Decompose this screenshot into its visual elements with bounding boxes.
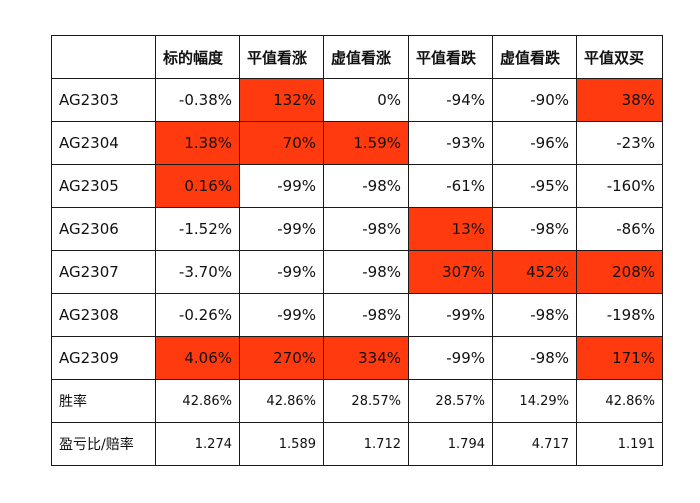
stat-name: 盈亏比/赔率 [51, 422, 156, 466]
table-cell: -99% [408, 336, 493, 380]
table-cell: 171% [576, 336, 663, 380]
stat-cell: 4.717 [492, 422, 577, 466]
table-cell: -160% [576, 164, 663, 208]
table-cell: -98% [323, 164, 409, 208]
table-row: AG2305 0.16% -99% -98% -61% -95% -160% [51, 164, 663, 208]
table-cell: 132% [239, 78, 324, 122]
table-cell: 0% [323, 78, 409, 122]
header-underlying-change: 标的幅度 [155, 35, 240, 79]
stat-cell: 28.57% [408, 379, 493, 423]
contract-name: AG2305 [51, 164, 156, 208]
stat-row: 胜率 42.86% 42.86% 28.57% 28.57% 14.29% 42.86% [51, 379, 663, 423]
contract-name: AG2303 [51, 78, 156, 122]
table-cell: 70% [239, 121, 324, 165]
contract-name: AG2306 [51, 207, 156, 251]
stat-row: 盈亏比/赔率 1.274 1.589 1.712 1.794 4.717 1.191 [51, 422, 663, 466]
table-cell: 1.59% [323, 121, 409, 165]
table-cell: -93% [408, 121, 493, 165]
table-cell: 1.38% [155, 121, 240, 165]
table-cell: -1.52% [155, 207, 240, 251]
table-cell: -0.38% [155, 78, 240, 122]
table-cell: -94% [408, 78, 493, 122]
table-cell: 270% [239, 336, 324, 380]
table-cell: 13% [408, 207, 493, 251]
stat-cell: 42.86% [155, 379, 240, 423]
table-cell: -98% [323, 250, 409, 294]
table-cell: 4.06% [155, 336, 240, 380]
header-otm-call: 虚值看涨 [323, 35, 409, 79]
stat-cell: 1.712 [323, 422, 409, 466]
header-corner [51, 35, 156, 79]
table-cell: -99% [408, 293, 493, 337]
table-cell: 208% [576, 250, 663, 294]
header-atm-call: 平值看涨 [239, 35, 324, 79]
table-cell: -23% [576, 121, 663, 165]
table-cell: -98% [492, 336, 577, 380]
contract-name: AG2304 [51, 121, 156, 165]
options-return-table: 标的幅度 平值看涨 虚值看涨 平值看跌 虚值看跌 平值双买 AG2303 -0.3… [51, 35, 663, 466]
table-cell: 452% [492, 250, 577, 294]
header-otm-put: 虚值看跌 [492, 35, 577, 79]
stat-cell: 28.57% [323, 379, 409, 423]
table-cell: -95% [492, 164, 577, 208]
stat-cell: 14.29% [492, 379, 577, 423]
stat-cell: 42.86% [576, 379, 663, 423]
table-row: AG2309 4.06% 270% 334% -99% -98% 171% [51, 336, 663, 380]
table-cell: -0.26% [155, 293, 240, 337]
table-row: AG2307 -3.70% -99% -98% 307% 452% 208% [51, 250, 663, 294]
contract-name: AG2308 [51, 293, 156, 337]
stat-name: 胜率 [51, 379, 156, 423]
table-cell: -98% [492, 293, 577, 337]
table-cell: 38% [576, 78, 663, 122]
stat-cell: 1.589 [239, 422, 324, 466]
table-row: AG2308 -0.26% -99% -98% -99% -98% -198% [51, 293, 663, 337]
table-cell: -98% [323, 293, 409, 337]
table-cell: -99% [239, 164, 324, 208]
table-cell: -86% [576, 207, 663, 251]
table-cell: 307% [408, 250, 493, 294]
table-cell: -99% [239, 207, 324, 251]
table-cell: -96% [492, 121, 577, 165]
table-cell: -98% [323, 207, 409, 251]
table-row: AG2306 -1.52% -99% -98% 13% -98% -86% [51, 207, 663, 251]
table-cell: 334% [323, 336, 409, 380]
table-cell: -99% [239, 250, 324, 294]
table-cell: -3.70% [155, 250, 240, 294]
table-row: AG2303 -0.38% 132% 0% -94% -90% 38% [51, 78, 663, 122]
contract-name: AG2307 [51, 250, 156, 294]
table-cell: 0.16% [155, 164, 240, 208]
stat-cell: 42.86% [239, 379, 324, 423]
header-row: 标的幅度 平值看涨 虚值看涨 平值看跌 虚值看跌 平值双买 [51, 35, 663, 79]
table-cell: -198% [576, 293, 663, 337]
header-atm-straddle: 平值双买 [576, 35, 663, 79]
table-cell: -61% [408, 164, 493, 208]
table-cell: -90% [492, 78, 577, 122]
table-cell: -99% [239, 293, 324, 337]
stat-cell: 1.794 [408, 422, 493, 466]
header-atm-put: 平值看跌 [408, 35, 493, 79]
table-cell: -98% [492, 207, 577, 251]
table-row: AG2304 1.38% 70% 1.59% -93% -96% -23% [51, 121, 663, 165]
stat-cell: 1.274 [155, 422, 240, 466]
contract-name: AG2309 [51, 336, 156, 380]
stat-cell: 1.191 [576, 422, 663, 466]
